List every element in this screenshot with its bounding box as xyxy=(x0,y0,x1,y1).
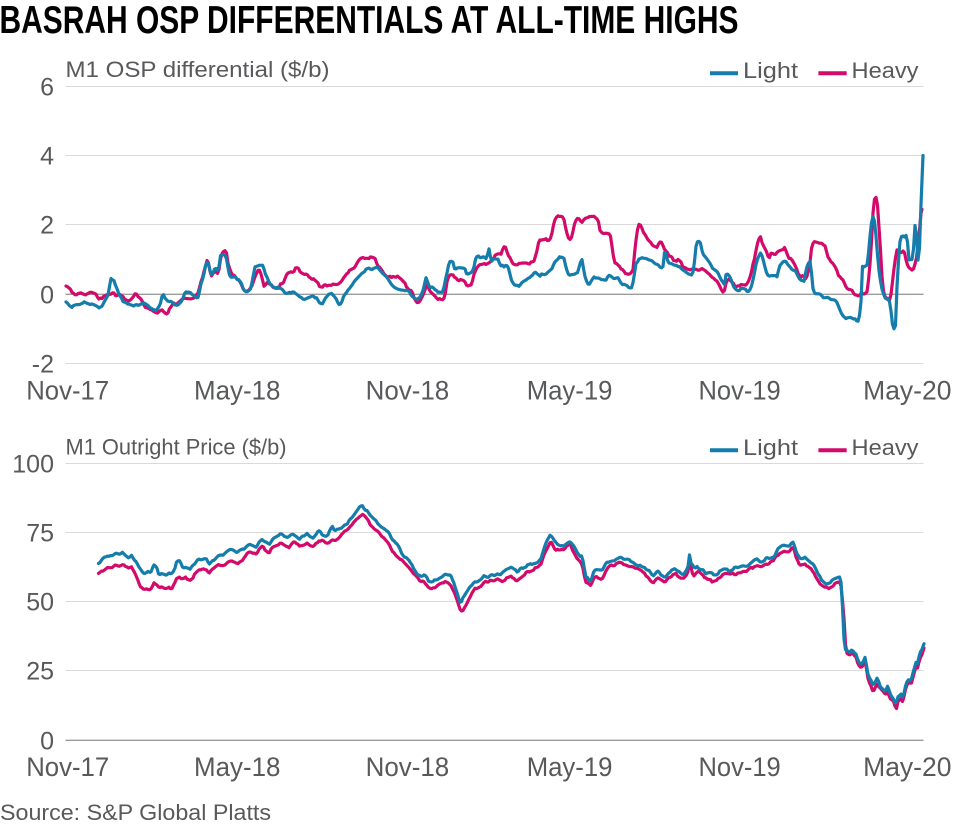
svg-text:Heavy: Heavy xyxy=(852,58,919,83)
svg-text:100: 100 xyxy=(12,451,54,479)
svg-text:BASRAH OSP DIFFERENTIALS AT AL: BASRAH OSP DIFFERENTIALS AT ALL-TIME HIG… xyxy=(0,0,739,42)
svg-text:Light: Light xyxy=(743,435,798,460)
svg-text:4: 4 xyxy=(40,143,54,171)
svg-text:Nov-17: Nov-17 xyxy=(26,752,109,782)
svg-text:0: 0 xyxy=(40,727,54,755)
svg-text:May-19: May-19 xyxy=(527,752,613,782)
svg-text:Light: Light xyxy=(743,58,798,83)
svg-text:May-18: May-18 xyxy=(194,752,280,782)
svg-text:50: 50 xyxy=(26,589,54,617)
svg-text:M1 OSP differential ($/b): M1 OSP differential ($/b) xyxy=(66,57,330,82)
svg-text:-2: -2 xyxy=(32,351,54,379)
svg-text:Nov-17: Nov-17 xyxy=(26,376,109,406)
svg-text:May-20: May-20 xyxy=(863,376,951,406)
svg-text:Heavy: Heavy xyxy=(852,435,919,460)
svg-text:2: 2 xyxy=(40,212,54,240)
svg-text:May-19: May-19 xyxy=(527,376,613,406)
svg-text:Nov-19: Nov-19 xyxy=(699,376,781,406)
svg-text:M1 Outright Price ($/b): M1 Outright Price ($/b) xyxy=(66,435,287,460)
svg-text:25: 25 xyxy=(26,658,54,686)
svg-text:75: 75 xyxy=(26,520,54,548)
svg-text:0: 0 xyxy=(40,281,54,309)
svg-text:Source: S&P Global Platts: Source: S&P Global Platts xyxy=(0,800,271,825)
svg-text:May-20: May-20 xyxy=(863,752,951,782)
svg-text:Nov-18: Nov-18 xyxy=(366,376,450,406)
svg-text:Nov-18: Nov-18 xyxy=(366,752,450,782)
svg-text:Nov-19: Nov-19 xyxy=(699,752,781,782)
svg-text:6: 6 xyxy=(40,74,54,102)
svg-text:May-18: May-18 xyxy=(194,376,280,406)
